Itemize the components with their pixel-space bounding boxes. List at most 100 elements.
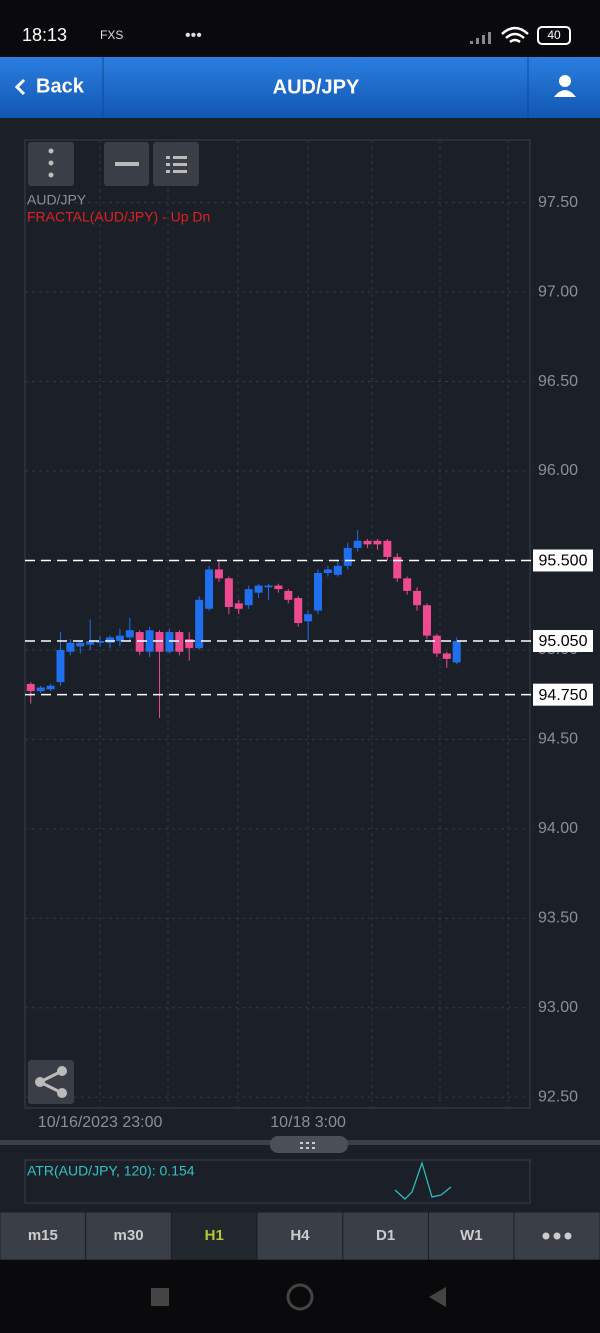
indicator-label: ATR(AUD/JPY, 120): 0.154 bbox=[27, 1163, 195, 1179]
level-label: 95.500 bbox=[539, 553, 588, 570]
candle-body bbox=[452, 640, 461, 663]
back-label: Back bbox=[36, 75, 85, 97]
candle bbox=[145, 626, 154, 658]
candle bbox=[284, 589, 293, 604]
candle bbox=[294, 596, 303, 627]
candle-body bbox=[115, 635, 124, 641]
more-tab[interactable] bbox=[513, 1211, 600, 1261]
candle-body bbox=[205, 569, 214, 609]
list-button[interactable] bbox=[153, 142, 199, 186]
candle bbox=[264, 583, 273, 600]
profile-button[interactable] bbox=[554, 75, 576, 97]
candle bbox=[205, 565, 214, 611]
candle-body bbox=[422, 605, 431, 636]
candle bbox=[115, 628, 124, 647]
candle-body bbox=[46, 685, 55, 690]
candle-body bbox=[244, 589, 253, 606]
timeframe-tab[interactable] bbox=[428, 1211, 515, 1261]
system-back-button[interactable] bbox=[429, 1287, 446, 1307]
candle bbox=[254, 583, 263, 599]
candle bbox=[244, 585, 253, 609]
candle bbox=[105, 635, 114, 649]
candle bbox=[234, 599, 243, 615]
timeframe-label: H4 bbox=[290, 1227, 310, 1244]
timeframe-tab[interactable] bbox=[256, 1211, 344, 1261]
indicator-line bbox=[394, 1161, 452, 1200]
candle-body bbox=[403, 578, 412, 591]
chart-symbol: AUD/JPY bbox=[27, 192, 87, 208]
candle-body bbox=[56, 649, 65, 683]
candle-body bbox=[383, 540, 392, 557]
candle bbox=[413, 587, 422, 611]
back-arrow bbox=[14, 78, 26, 96]
plot-frame bbox=[24, 139, 531, 1109]
candle-body bbox=[66, 642, 75, 652]
candle bbox=[76, 640, 85, 654]
candle bbox=[214, 560, 223, 582]
candle-body bbox=[76, 642, 85, 647]
share-button[interactable] bbox=[28, 1060, 74, 1104]
candle-body bbox=[214, 569, 223, 579]
system-nav bbox=[0, 1260, 600, 1333]
candle bbox=[66, 639, 75, 656]
y-tick-label: 93.00 bbox=[538, 999, 578, 1016]
battery-level: 40 bbox=[547, 28, 561, 42]
candle bbox=[314, 569, 323, 615]
y-tick-label: 94.50 bbox=[538, 731, 578, 748]
status-more: ••• bbox=[185, 27, 202, 44]
candle-body bbox=[155, 632, 164, 652]
page-title: AUD/JPY bbox=[273, 76, 360, 98]
candle bbox=[185, 632, 194, 661]
candle bbox=[373, 539, 382, 550]
candle bbox=[333, 560, 342, 577]
candle-body bbox=[36, 687, 45, 692]
x-tick-label: 10/18 3:00 bbox=[270, 1114, 346, 1131]
y-tick-label: 96.00 bbox=[538, 462, 578, 479]
timeframe-label: W1 bbox=[460, 1227, 483, 1244]
status-bar bbox=[0, 0, 600, 57]
candle-body bbox=[96, 640, 105, 643]
candle bbox=[403, 576, 412, 595]
candle-body bbox=[234, 603, 243, 609]
candle bbox=[36, 685, 45, 693]
recents-button[interactable] bbox=[151, 1288, 169, 1306]
candle-body bbox=[363, 540, 372, 545]
candle bbox=[125, 617, 134, 641]
candle bbox=[135, 630, 144, 656]
y-tick-label: 93.50 bbox=[538, 910, 578, 927]
candle bbox=[96, 635, 105, 647]
back-button[interactable]: Back bbox=[14, 75, 85, 97]
candle bbox=[26, 682, 35, 704]
indicator-legend: FRACTAL(AUD/JPY) - Up Dn bbox=[27, 209, 210, 225]
candle-body bbox=[413, 590, 422, 606]
candle-body bbox=[175, 632, 184, 652]
candle bbox=[86, 619, 95, 650]
candle bbox=[393, 553, 402, 582]
level-label: 94.750 bbox=[539, 687, 588, 704]
candle-body bbox=[224, 578, 233, 608]
candle-body bbox=[26, 683, 35, 692]
timeframe-tab[interactable] bbox=[170, 1211, 258, 1261]
timeframe-tab[interactable] bbox=[342, 1211, 429, 1261]
candle bbox=[343, 542, 352, 570]
candle-body bbox=[125, 630, 134, 638]
home-button[interactable] bbox=[286, 1283, 314, 1311]
candle bbox=[323, 565, 332, 577]
splitter-handle[interactable] bbox=[270, 1136, 348, 1153]
candle-body bbox=[353, 540, 362, 548]
candle bbox=[195, 596, 204, 650]
candle bbox=[46, 683, 55, 692]
timeframe-label: m30 bbox=[114, 1227, 144, 1244]
timeframe-tab[interactable] bbox=[0, 1211, 87, 1261]
candle bbox=[224, 576, 233, 615]
battery bbox=[537, 26, 571, 45]
y-tick-label: 96.50 bbox=[538, 373, 578, 390]
candle bbox=[304, 610, 313, 641]
menu-button[interactable] bbox=[28, 142, 74, 186]
candle-body bbox=[343, 547, 352, 566]
candle bbox=[175, 630, 184, 656]
candle-body bbox=[254, 585, 263, 593]
candle-body bbox=[442, 653, 451, 659]
line-tool-button[interactable] bbox=[104, 142, 149, 186]
